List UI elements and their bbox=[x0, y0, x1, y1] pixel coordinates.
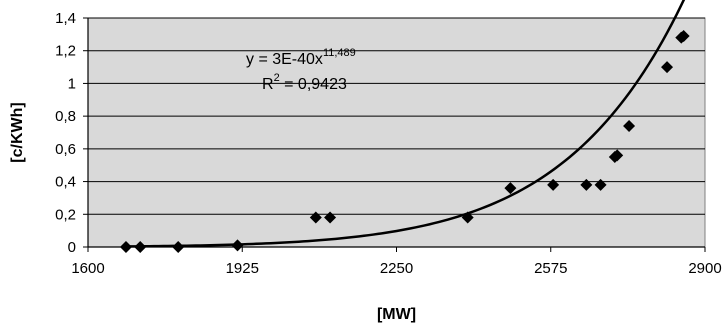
data-point bbox=[677, 29, 690, 42]
data-point bbox=[594, 178, 607, 191]
x-tick-label: 2575 bbox=[534, 260, 567, 277]
r2-label: R bbox=[262, 76, 274, 93]
data-point bbox=[461, 211, 474, 224]
equation-exponent: 11,489 bbox=[323, 47, 356, 59]
axes bbox=[83, 17, 706, 252]
x-tick-label: 1600 bbox=[71, 260, 104, 277]
y-tick-label: 1,2 bbox=[55, 43, 76, 60]
y-tick-label: 0,6 bbox=[55, 141, 76, 158]
trendline bbox=[125, 0, 686, 248]
y-axis-label: [c/KWh] bbox=[9, 102, 26, 162]
y-tick-labels: 0 0,2 0,4 0,6 0,8 1 1,2 1,4 bbox=[55, 10, 76, 256]
y-tick-label: 0,2 bbox=[55, 206, 76, 223]
x-tick-labels: 1600 1925 2250 2575 2900 bbox=[71, 260, 721, 277]
r2-superscript: 2 bbox=[274, 72, 280, 84]
trendline-equation: y = 3E-40x11,489 bbox=[246, 47, 356, 68]
data-point bbox=[504, 182, 517, 195]
trendline-layer bbox=[125, 0, 686, 248]
data-point bbox=[580, 178, 593, 191]
x-tick-label: 2900 bbox=[688, 260, 721, 277]
x-tick-label: 2250 bbox=[380, 260, 413, 277]
gridlines bbox=[88, 17, 705, 215]
data-point bbox=[611, 149, 624, 162]
y-tick-label: 0,8 bbox=[55, 108, 76, 125]
equation-text: y = 3E-40x bbox=[246, 51, 323, 68]
y-tick-label: 1 bbox=[68, 75, 76, 92]
x-axis-label: [MW] bbox=[377, 306, 416, 323]
x-tick-label: 1925 bbox=[226, 260, 259, 277]
data-point bbox=[231, 239, 244, 252]
data-point bbox=[661, 61, 674, 74]
data-point bbox=[623, 119, 636, 132]
y-tick-label: 0 bbox=[68, 239, 76, 256]
data-point bbox=[309, 211, 322, 224]
data-point bbox=[324, 211, 337, 224]
r2-value: = 0,9423 bbox=[280, 76, 347, 93]
data-points bbox=[119, 29, 690, 253]
y-tick-label: 1,4 bbox=[55, 10, 76, 27]
plot-area bbox=[87, 17, 706, 248]
y-tick-label: 0,4 bbox=[55, 174, 76, 191]
data-point bbox=[547, 178, 560, 191]
r-squared-text: R2 = 0,9423 bbox=[262, 72, 347, 93]
